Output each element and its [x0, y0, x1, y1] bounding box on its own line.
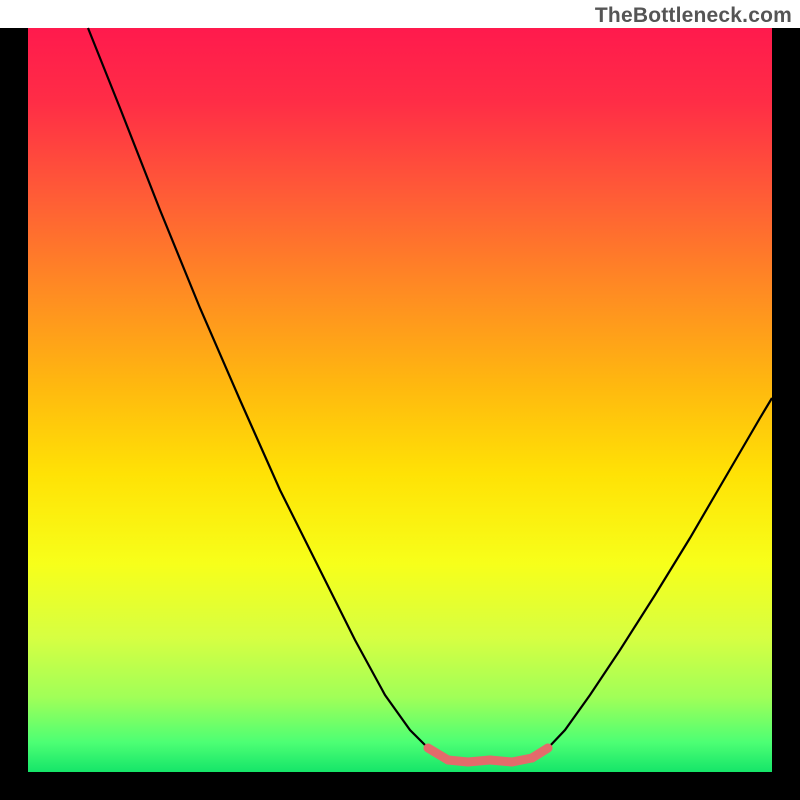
- border-bottom: [0, 772, 800, 800]
- gradient-background: [28, 28, 772, 772]
- border-left: [0, 28, 28, 800]
- watermark-label: TheBottleneck.com: [595, 4, 792, 28]
- border-right: [772, 28, 800, 800]
- chart-svg: [0, 0, 800, 800]
- chart-container: TheBottleneck.com: [0, 0, 800, 800]
